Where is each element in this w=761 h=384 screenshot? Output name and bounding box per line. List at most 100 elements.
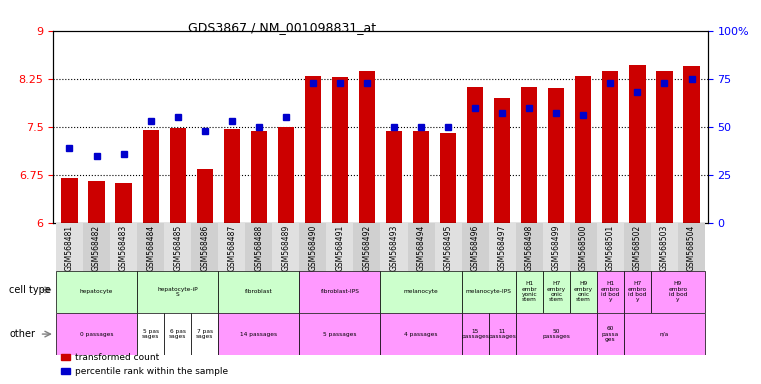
Bar [656, 71, 673, 223]
Bar [462, 313, 489, 355]
Text: 11
passages: 11 passages [489, 329, 516, 339]
Bar [651, 271, 705, 313]
Text: GSM568488: GSM568488 [254, 225, 263, 271]
Text: other: other [9, 329, 35, 339]
Text: GSM568484: GSM568484 [146, 225, 155, 271]
Bar [88, 181, 105, 223]
Text: 7 pas
sages: 7 pas sages [196, 329, 213, 339]
Text: 5 pas
sages: 5 pas sages [142, 329, 159, 339]
Bar [624, 313, 705, 355]
Text: GSM568497: GSM568497 [498, 225, 507, 271]
Bar [278, 127, 294, 223]
Text: H7
embro
id bod
y: H7 embro id bod y [628, 281, 647, 303]
Text: GSM568485: GSM568485 [174, 225, 182, 271]
Bar [570, 271, 597, 313]
Text: GSM568491: GSM568491 [336, 225, 345, 271]
Bar [196, 169, 213, 223]
Bar [413, 131, 429, 223]
Bar [332, 77, 348, 223]
Bar [191, 313, 218, 355]
Text: fibroblast-IPS: fibroblast-IPS [320, 289, 359, 295]
Text: GSM568500: GSM568500 [579, 225, 587, 271]
Text: GSM568490: GSM568490 [308, 225, 317, 271]
Text: GDS3867 / NM_001098831_at: GDS3867 / NM_001098831_at [187, 21, 376, 34]
Bar [116, 183, 132, 223]
Text: GSM568498: GSM568498 [525, 225, 533, 271]
Text: fibroblast: fibroblast [245, 289, 272, 295]
Bar [142, 130, 159, 223]
Bar [570, 223, 597, 271]
Text: melanocyte: melanocyte [403, 289, 438, 295]
Bar [597, 271, 624, 313]
Text: GSM568496: GSM568496 [470, 225, 479, 271]
Bar [137, 313, 164, 355]
Bar [380, 271, 462, 313]
Bar [353, 223, 380, 271]
Bar [56, 223, 83, 271]
Text: 60
passa
ges: 60 passa ges [602, 326, 619, 342]
Text: hepatocyte-iP
S: hepatocyte-iP S [158, 286, 198, 297]
Bar [110, 223, 137, 271]
Text: 14 passages: 14 passages [240, 331, 277, 337]
Text: 5 passages: 5 passages [323, 331, 357, 337]
Text: GSM568489: GSM568489 [282, 225, 291, 271]
Text: GSM568503: GSM568503 [660, 225, 669, 271]
Bar [380, 223, 408, 271]
Bar [326, 223, 353, 271]
Legend: transformed count, percentile rank within the sample: transformed count, percentile rank withi… [58, 350, 231, 379]
Bar [218, 271, 299, 313]
Bar [137, 223, 164, 271]
Bar [462, 271, 516, 313]
Text: GSM568504: GSM568504 [687, 225, 696, 271]
Bar [575, 76, 591, 223]
Bar [516, 313, 597, 355]
Bar [218, 223, 245, 271]
Text: GSM568492: GSM568492 [362, 225, 371, 271]
Text: H1
embro
id bod
y: H1 embro id bod y [601, 281, 620, 303]
Bar [629, 65, 645, 223]
Bar [83, 223, 110, 271]
Text: GSM568487: GSM568487 [228, 225, 236, 271]
Text: GSM568483: GSM568483 [119, 225, 128, 271]
Bar [651, 223, 678, 271]
Bar [272, 223, 299, 271]
Bar [62, 178, 78, 223]
Bar [435, 223, 462, 271]
Text: GSM568486: GSM568486 [200, 225, 209, 271]
Text: 15
passages: 15 passages [461, 329, 489, 339]
Text: H9
embro
id bod
y: H9 embro id bod y [668, 281, 687, 303]
Bar [137, 271, 218, 313]
Bar [624, 271, 651, 313]
Bar [462, 223, 489, 271]
Text: 4 passages: 4 passages [404, 331, 438, 337]
Bar [494, 98, 511, 223]
Bar [521, 87, 537, 223]
Text: n/a: n/a [660, 331, 669, 337]
Bar [597, 313, 624, 355]
Bar [602, 71, 619, 223]
Bar [543, 271, 570, 313]
Text: GSM568495: GSM568495 [444, 225, 453, 271]
Bar [299, 271, 380, 313]
Bar [683, 66, 699, 223]
Bar [678, 223, 705, 271]
Bar [359, 71, 375, 223]
Bar [224, 129, 240, 223]
Text: GSM568493: GSM568493 [390, 225, 399, 271]
Text: H7
embry
onic
stem: H7 embry onic stem [546, 281, 566, 303]
Bar [304, 76, 321, 223]
Bar [548, 88, 565, 223]
Text: H9
embry
onic
stem: H9 embry onic stem [574, 281, 593, 303]
Text: H1
embr
yonic
stem: H1 embr yonic stem [521, 281, 537, 303]
Bar [245, 223, 272, 271]
Text: 6 pas
sages: 6 pas sages [169, 329, 186, 339]
Bar [516, 271, 543, 313]
Bar [56, 313, 137, 355]
Bar [408, 223, 435, 271]
Text: GSM568499: GSM568499 [552, 225, 561, 271]
Bar [164, 313, 191, 355]
Bar [624, 223, 651, 271]
Text: hepatocyte: hepatocyte [80, 289, 113, 295]
Text: GSM568494: GSM568494 [416, 225, 425, 271]
Bar [467, 87, 483, 223]
